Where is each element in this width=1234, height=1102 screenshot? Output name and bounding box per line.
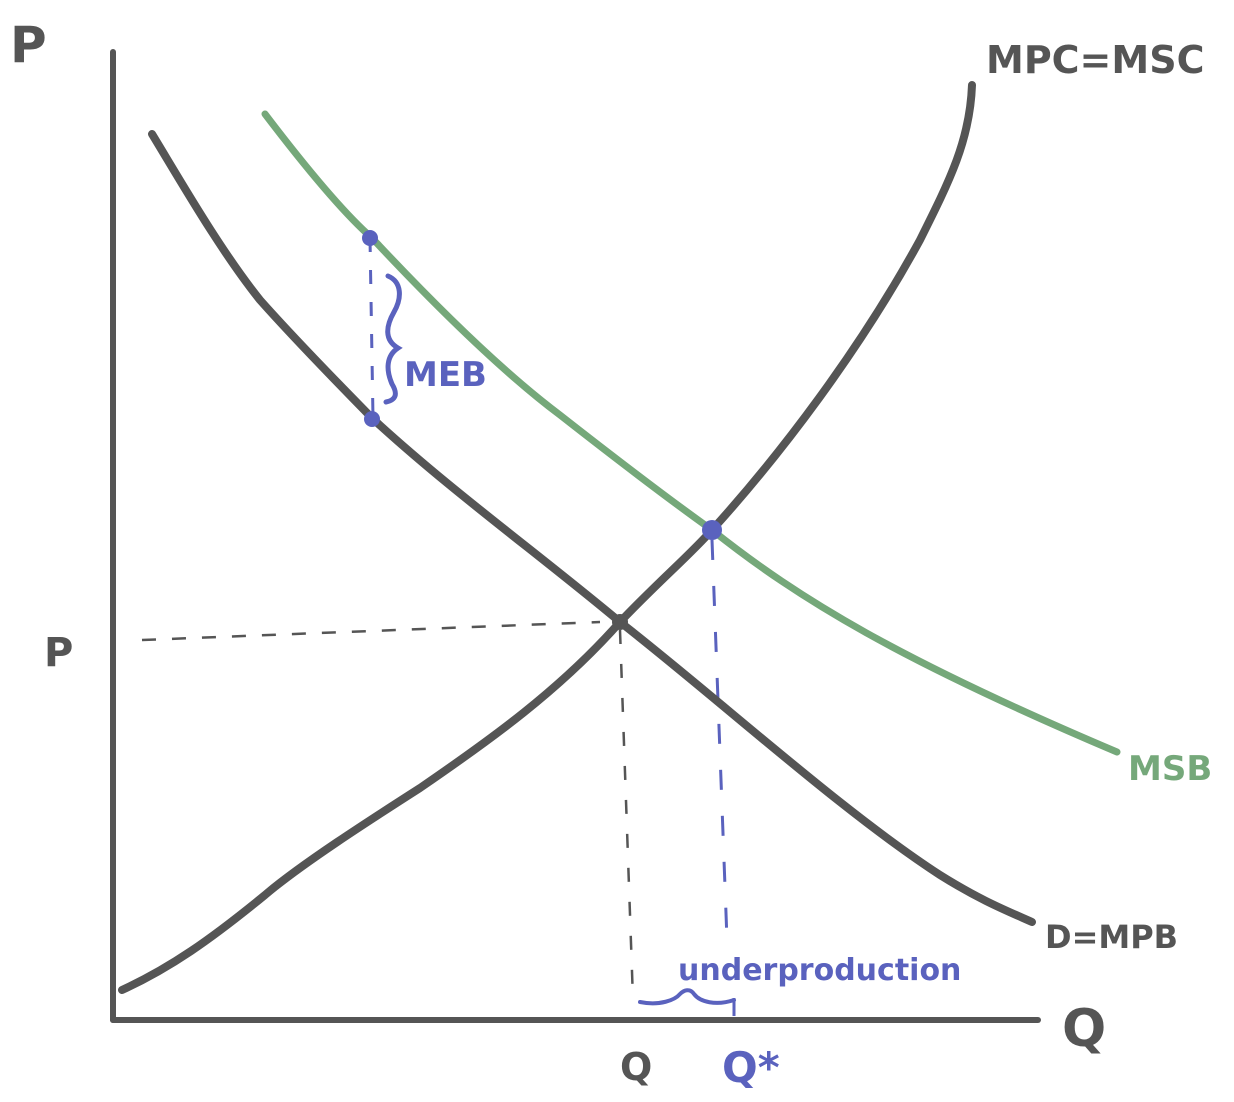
- y-axis-label: P: [10, 16, 47, 74]
- optimal-quantity-tick-label: Q*: [722, 1043, 780, 1092]
- meb-label: MEB: [404, 355, 487, 395]
- meb-brace: [383, 273, 403, 405]
- optimal-quantity-guide-dashed: [710, 539, 729, 941]
- demand-mpb-curve: [148, 130, 1036, 926]
- price-tick-label: P: [44, 630, 73, 676]
- demand-curve-label: D=MPB: [1045, 918, 1178, 956]
- market-equilibrium-point: [612, 614, 628, 630]
- market-quantity-tick-label: Q: [620, 1045, 652, 1089]
- msb-curve-label: MSB: [1128, 749, 1212, 789]
- underproduction-brace: [638, 988, 736, 1006]
- msb-curve: [261, 110, 1121, 756]
- meb-guide-dashed: [368, 237, 375, 419]
- price-guide-dashed: [141, 620, 601, 642]
- market-quantity-guide-dashed: [618, 629, 635, 1001]
- mpb-point: [364, 411, 380, 427]
- underproduction-label: underproduction: [678, 953, 961, 988]
- social-optimum-point: [702, 520, 722, 540]
- x-axis-label: Q: [1062, 999, 1106, 1059]
- supply-mpc-msc-curve: [118, 81, 976, 994]
- msb-point: [362, 230, 378, 246]
- supply-curve-label: MPC=MSC: [986, 38, 1204, 82]
